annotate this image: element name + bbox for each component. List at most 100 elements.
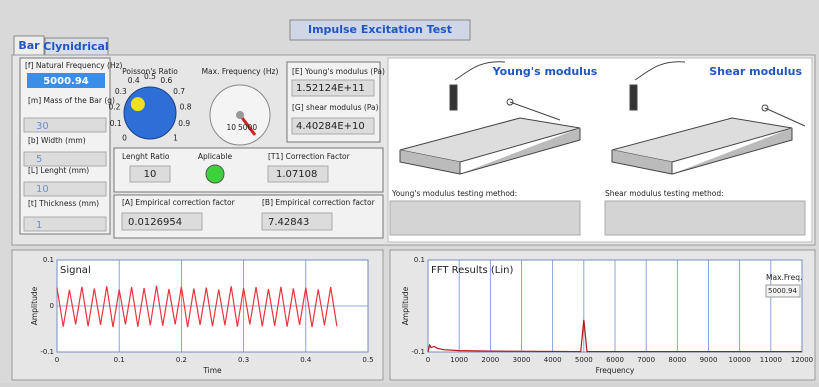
x-tick-label: 8000 [668,356,686,364]
knob-scale-label: 0.1 [110,119,122,128]
field-value: 1.52124E+11 [296,83,365,94]
knob-scale-label: 0.9 [178,119,190,128]
field-value: 0.0126954 [128,217,182,228]
x-tick-label: 4000 [544,356,562,364]
knob[interactable] [123,86,177,140]
field-value: 5000.94 [43,76,89,87]
y-axis-label: Amplitude [401,286,410,325]
field-value[interactable]: 30 [36,121,49,132]
x-tick-label: 0 [426,356,430,364]
chart-title: FFT Results (Lin) [431,265,513,276]
field-label: [G] shear modulus (Pa) [292,103,379,112]
field-value[interactable]: 1 [36,220,42,231]
knob-scale-label: 0.2 [108,102,120,111]
field-label: Lenght Ratio [122,152,170,161]
field-label: [L] Lenght (mm) [28,166,89,175]
knob-label: Poisson's Ratio [122,67,178,76]
field-value: 1.07108 [276,169,317,180]
field-label: [f] Natural Frequency (Hz) [25,61,123,70]
frequency-display [27,73,105,88]
method-title: Shear modulus [709,65,802,78]
x-tick-label: 0.4 [300,356,312,364]
indicator-value: 5000.94 [768,287,797,295]
field-label: [m] Mass of the Bar (g) [28,96,115,105]
x-tick-label: 1000 [450,356,468,364]
knob-marker [130,97,145,112]
method-label: Shear modulus testing method: [605,189,724,198]
x-axis-label: Frequency [596,366,635,375]
gauge-scale-label: 10 [226,123,236,132]
numeric-input[interactable] [23,117,107,133]
field-value: 10 [144,169,157,180]
knob-scale-label: 1 [173,133,178,142]
gauge-needle [238,114,257,136]
x-tick-label: 7000 [637,356,655,364]
field-label: [b] Width (mm) [28,136,86,145]
y-tick-label: 0.1 [414,256,425,264]
y-tick-label: -0.1 [40,348,54,356]
field-label: [A] Empirical correction factor [122,198,236,207]
field-label: [B] Empirical correction factor [262,198,376,207]
data-line [56,285,338,328]
app-title: Impulse Excitation Test [308,23,452,36]
method-box [604,200,806,236]
y-axis-label: Amplitude [30,286,39,325]
gauge-hub [236,111,244,119]
knob-scale-label: 0.4 [128,76,140,85]
indicator-box [765,284,801,298]
knob-scale-label: 0 [122,133,127,142]
x-tick-label: 12000 [791,356,813,364]
title-bar [289,19,471,41]
output-field [121,212,203,231]
gauge-scale-label: 5000 [238,123,257,132]
field-value: 7.42843 [268,217,309,228]
young-illustration [399,61,581,175]
numeric-input[interactable] [23,216,107,232]
data-line [427,319,802,353]
knob-scale-label: 0.6 [160,76,172,85]
output-field [129,165,171,183]
knob-scale-label: 0.5 [144,72,156,81]
field-label: [E] Young's modulus (Pa) [292,67,385,76]
x-tick-label: 9000 [700,356,718,364]
x-tick-label: 0 [55,356,59,364]
x-tick-label: 3000 [513,356,531,364]
knob-scale-label: 0.8 [180,102,192,111]
gauge-label: Max. Frequency (Hz) [202,67,279,76]
x-axis-label: Time [202,366,222,375]
indicator-label: Max.Freq. [766,273,802,282]
knob-scale-label: 0.7 [173,87,185,96]
y-tick-label: -0.1 [411,348,425,356]
knob-scale-label: 0.3 [115,87,127,96]
method-box [389,200,581,236]
x-tick-label: 11000 [760,356,782,364]
status-led [205,164,225,184]
output-field [267,165,329,183]
field-label: [T1] Correction Factor [268,152,351,161]
method-label: Young's modulus testing method: [391,189,517,198]
method-title: Young's modulus [492,65,598,78]
field-value[interactable]: 10 [36,184,49,195]
y-tick-label: 0 [50,302,54,310]
output-field [291,117,375,135]
y-tick-label: 0.1 [43,256,54,264]
x-tick-label: 10000 [729,356,751,364]
field-label: [t] Thickness (mm) [28,199,99,208]
tab-label[interactable]: Clynidrical [43,40,108,53]
x-tick-label: 6000 [606,356,624,364]
chart-title: Signal [60,265,91,276]
x-tick-label: 0.3 [238,356,249,364]
x-tick-label: 0.5 [362,356,373,364]
field-value[interactable]: 5 [36,154,42,165]
shear-illustration [611,61,806,175]
numeric-input[interactable] [23,151,107,167]
numeric-input[interactable] [23,181,107,197]
x-tick-label: 5000 [575,356,593,364]
field-label: Aplicable [198,152,233,161]
x-tick-label: 2000 [481,356,499,364]
field-value: 4.40284E+10 [296,121,365,132]
tab-label[interactable]: Bar [18,39,40,52]
x-tick-label: 0.2 [176,356,187,364]
output-field [261,212,333,231]
x-tick-label: 0.1 [114,356,125,364]
